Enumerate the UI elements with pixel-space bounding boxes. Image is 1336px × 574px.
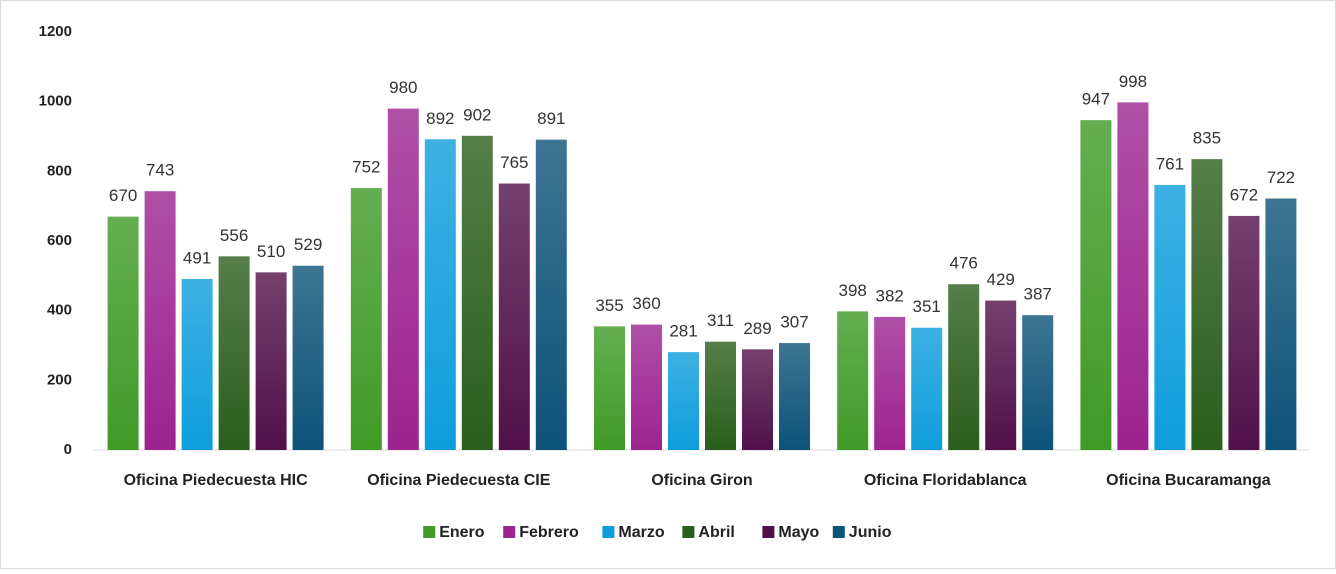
legend-label: Abril xyxy=(698,524,734,541)
legend-swatch xyxy=(682,526,695,538)
bar xyxy=(911,327,943,450)
bar xyxy=(1191,159,1223,450)
data-label: 510 xyxy=(257,242,285,261)
data-label: 765 xyxy=(500,153,528,172)
legend-label: Mayo xyxy=(778,524,819,541)
bar xyxy=(631,324,662,450)
legend-label: Marzo xyxy=(618,524,664,541)
bar xyxy=(985,300,1017,450)
bar xyxy=(594,326,625,450)
bar xyxy=(461,135,493,450)
data-label: 947 xyxy=(1082,90,1110,109)
data-label: 281 xyxy=(669,322,697,341)
legend-swatch xyxy=(423,526,436,538)
data-label: 476 xyxy=(950,254,978,273)
data-label: 743 xyxy=(146,161,174,180)
legend-label: Enero xyxy=(439,524,485,541)
data-label: 670 xyxy=(109,186,137,205)
bar xyxy=(837,311,869,450)
legend-swatch xyxy=(503,526,516,538)
data-label: 722 xyxy=(1267,168,1295,187)
bar xyxy=(742,349,773,450)
data-label: 902 xyxy=(463,105,491,124)
x-tick-label: Oficina Piedecuesta CIE xyxy=(367,472,551,489)
data-label: 398 xyxy=(839,281,867,300)
bar xyxy=(144,191,176,450)
bar xyxy=(255,272,287,450)
data-label: 429 xyxy=(987,270,1015,289)
y-tick-label: 200 xyxy=(47,371,72,388)
data-label: 382 xyxy=(876,286,904,305)
data-label: 387 xyxy=(1024,285,1052,304)
x-tick-label: Oficina Bucaramanga xyxy=(1106,472,1271,489)
data-label: 761 xyxy=(1156,154,1184,173)
bar xyxy=(498,183,530,450)
bar xyxy=(350,188,382,450)
legend-label: Junio xyxy=(849,524,892,541)
data-label: 289 xyxy=(743,319,771,338)
y-tick-label: 600 xyxy=(47,232,72,249)
x-tick-label: Oficina Giron xyxy=(651,472,752,489)
bar xyxy=(181,278,213,450)
data-label: 491 xyxy=(183,248,211,267)
bar xyxy=(668,352,699,450)
data-label: 672 xyxy=(1230,185,1258,204)
bar xyxy=(874,316,906,450)
bar xyxy=(424,139,456,450)
data-label: 980 xyxy=(389,78,417,97)
bar xyxy=(107,216,139,450)
bar xyxy=(948,284,980,450)
bar xyxy=(1228,215,1260,450)
x-tick-label: Oficina Piedecuesta HIC xyxy=(124,472,309,489)
y-tick-label: 1000 xyxy=(39,93,72,110)
bar xyxy=(218,256,250,450)
x-tick-label: Oficina Floridablanca xyxy=(864,472,1027,489)
data-label: 351 xyxy=(913,297,941,316)
bar xyxy=(1265,198,1297,450)
bar xyxy=(535,139,567,450)
legend-swatch xyxy=(602,526,615,538)
data-label: 529 xyxy=(294,235,322,254)
data-label: 998 xyxy=(1119,72,1147,91)
bar xyxy=(292,265,324,450)
bar xyxy=(1022,315,1054,450)
y-tick-label: 400 xyxy=(47,302,72,319)
y-tick-label: 1200 xyxy=(39,23,72,40)
data-label: 556 xyxy=(220,226,248,245)
data-label: 360 xyxy=(632,294,660,313)
bar xyxy=(1154,184,1186,450)
bar xyxy=(779,343,810,450)
legend-swatch xyxy=(832,526,845,538)
data-label: 355 xyxy=(595,296,623,315)
bar xyxy=(387,108,419,450)
bar xyxy=(1080,120,1112,451)
data-label: 307 xyxy=(780,313,808,332)
data-label: 311 xyxy=(707,311,734,330)
y-tick-label: 800 xyxy=(47,162,72,179)
legend-label: Febrero xyxy=(519,524,579,541)
bar xyxy=(705,341,736,450)
y-tick-label: 0 xyxy=(64,441,72,458)
data-label: 835 xyxy=(1193,129,1221,148)
data-label: 752 xyxy=(352,158,380,177)
data-label: 892 xyxy=(426,109,454,128)
bar xyxy=(1117,102,1149,450)
data-label: 891 xyxy=(537,109,565,128)
legend-swatch xyxy=(762,526,775,538)
